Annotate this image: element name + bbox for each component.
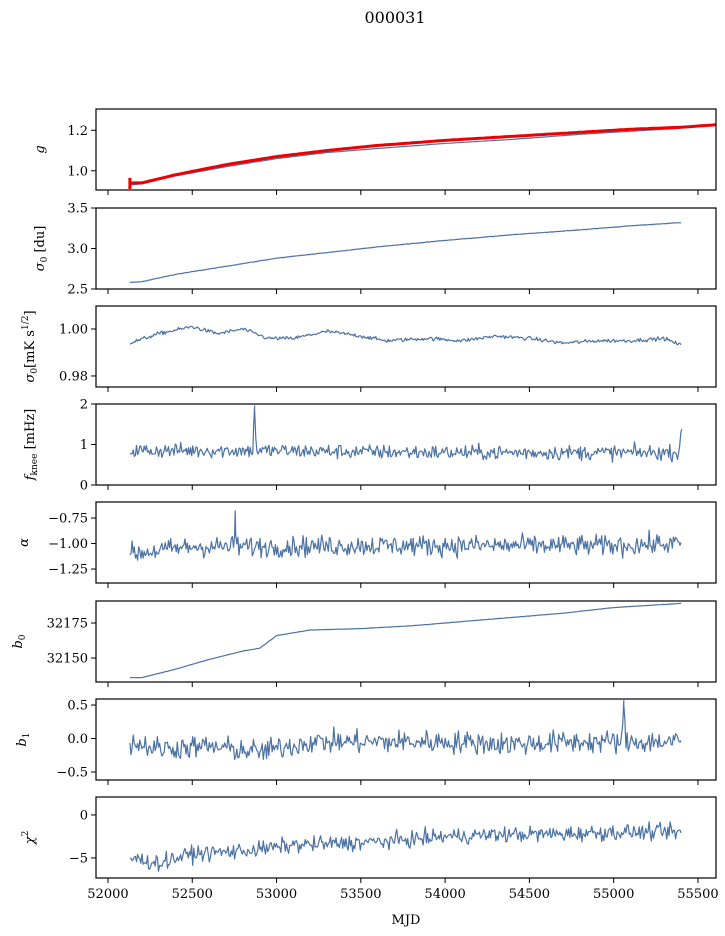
- x-tick-label: 55500: [677, 887, 718, 902]
- y-tick-label: 1.00: [59, 323, 88, 338]
- y-axis-label: σ0[mK s1/2]: [21, 310, 40, 382]
- x-axis-label: MJD: [392, 913, 421, 928]
- panel-alpha: −1.25 −1.00 −0.75 α: [17, 501, 717, 588]
- y-tick-label: 3.0: [67, 242, 88, 257]
- y-tick-label: −0.5: [56, 765, 88, 780]
- x-tick-label: 53500: [340, 887, 381, 902]
- series-line-chi2: [129, 821, 682, 872]
- y-tick-label: 0.5: [67, 699, 88, 714]
- y-tick-label: −0.75: [48, 512, 88, 527]
- y-axis-label: σ0 [du]: [33, 226, 50, 272]
- y-tick-label: 2.5: [67, 283, 88, 298]
- x-tick-label: 54500: [509, 887, 550, 902]
- y-tick-label: 1: [80, 438, 88, 453]
- y-axis-label: b1: [15, 732, 32, 746]
- series-line-g: [129, 127, 682, 186]
- panel-b1: −0.5 0.0 0.5 b1: [15, 698, 717, 785]
- y-tick-label: 0: [80, 808, 88, 823]
- axes-frame: [95, 698, 717, 781]
- series-line-g_fit: [129, 123, 716, 185]
- panel-chi2: −5 0 52000 52500 53000 53500 54000 54500 55000 55…: [21, 796, 719, 902]
- y-tick-label: −5: [69, 851, 88, 866]
- axes-frame: [95, 108, 717, 191]
- panel-g: 1.0 1.2 g: [33, 108, 717, 195]
- y-axis-label: b0: [11, 634, 28, 648]
- axes-frame: [95, 207, 717, 290]
- panel-fknee: 0 1 2 fknee [mHz]: [23, 398, 717, 494]
- series-line-fknee: [129, 405, 683, 463]
- y-tick-label: 0.98: [59, 369, 88, 384]
- x-tick-label: 52500: [172, 887, 213, 902]
- x-tick-label: 53000: [256, 887, 297, 902]
- y-tick-label: −1.00: [48, 537, 88, 552]
- chart-title: 000031: [364, 8, 425, 27]
- panel-sigma0-mk: 0.98 1.00 σ0[mK s1/2]: [21, 305, 717, 392]
- y-tick-label: 0.0: [67, 732, 88, 747]
- y-tick-label: 1.2: [67, 124, 88, 139]
- panel-sigma0-du: 2.5 3.0 3.5 σ0 [du]: [33, 202, 717, 298]
- y-tick-label: 32175: [47, 617, 88, 632]
- axes-frame: [95, 600, 717, 683]
- x-tick-label: 54000: [424, 887, 465, 902]
- axes-frame: [95, 403, 717, 486]
- axes-frame: [95, 796, 717, 879]
- series-line-sigma0_mk: [129, 325, 682, 346]
- panel-b0: 32150 32175 b0: [11, 600, 717, 687]
- x-tick-label: 52000: [87, 887, 128, 902]
- y-axis-label: fknee [mHz]: [23, 409, 40, 482]
- x-tick-label: 55000: [593, 887, 634, 902]
- y-axis-label: α: [17, 538, 32, 547]
- y-tick-label: 3.5: [67, 202, 88, 217]
- series-line-alpha: [129, 510, 682, 561]
- series-line-sigma0_du: [129, 222, 682, 283]
- y-tick-label: 0: [80, 479, 88, 494]
- y-tick-label: −1.25: [48, 563, 88, 578]
- y-tick-label: 1.0: [67, 164, 88, 179]
- y-tick-label: 32150: [47, 652, 88, 667]
- y-tick-label: 2: [80, 398, 88, 413]
- series-line-b0: [129, 602, 682, 679]
- series-line-b1: [129, 700, 682, 760]
- axes-frame: [95, 501, 717, 584]
- y-axis-label: g: [33, 145, 48, 153]
- axes-frame: [95, 305, 717, 388]
- y-axis-label: χ2: [21, 831, 38, 846]
